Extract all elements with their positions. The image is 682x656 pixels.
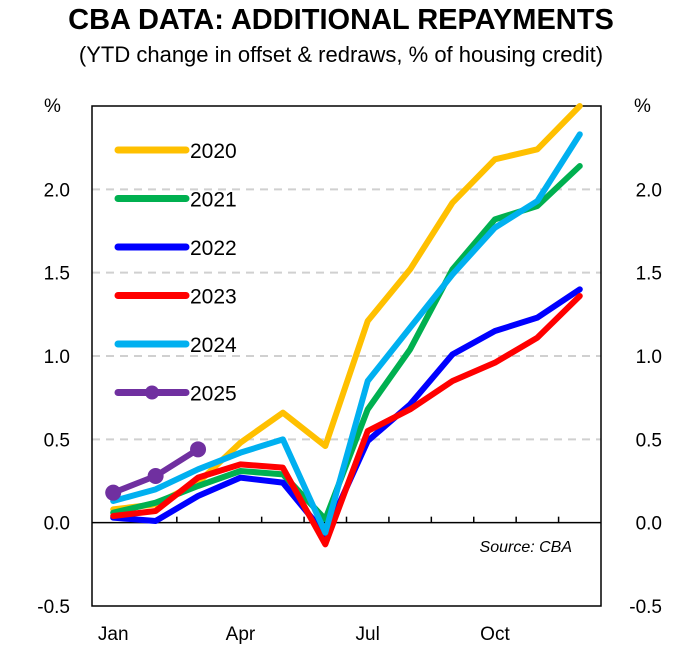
y-tick-label-right: 0.5 xyxy=(636,430,662,451)
y-tick-label-left: 0.0 xyxy=(44,514,70,535)
data-point-2025 xyxy=(105,484,122,501)
legend-label: 2022 xyxy=(190,237,237,260)
y-axis-label-right: % xyxy=(634,96,651,117)
y-axis-label-left: % xyxy=(44,96,61,117)
chart-subtitle: (YTD change in offset & redraws, % of ho… xyxy=(78,42,604,67)
y-tick-label-left: 1.5 xyxy=(44,264,70,285)
legend-label: 2024 xyxy=(190,334,237,357)
plot-frame xyxy=(91,105,602,607)
data-point-2025 xyxy=(190,441,207,458)
data-point-2025 xyxy=(147,468,164,484)
x-tick-label: Jul xyxy=(356,624,380,645)
y-tick-label-right: -0.5 xyxy=(629,597,662,618)
y-tick-label-right: 2.0 xyxy=(636,180,662,201)
y-tick-label-right: 1.0 xyxy=(636,347,662,368)
y-tick-label-left: 0.5 xyxy=(44,430,70,451)
x-tick-label: Jan xyxy=(98,624,129,645)
legend-label: 2020 xyxy=(190,140,237,163)
legend-marker-2025 xyxy=(145,385,159,400)
y-tick-label-left: 2.0 xyxy=(44,180,70,201)
chart-title: CBA DATA: ADDITIONAL REPAYMENTS xyxy=(68,4,614,36)
series-line-2022 xyxy=(110,286,583,538)
y-tick-label-right: 1.5 xyxy=(636,264,662,285)
legend-label: 2025 xyxy=(190,383,237,406)
legend-label: 2021 xyxy=(190,189,237,212)
series-line-2024 xyxy=(110,131,583,536)
y-tick-label-right: 0.0 xyxy=(636,514,662,535)
y-tick-label-left: 1.0 xyxy=(44,347,70,368)
x-tick-label: Apr xyxy=(226,624,256,645)
series-line-2023 xyxy=(110,293,583,548)
source-annotation: Source: CBA xyxy=(480,539,572,556)
legend-label: 2023 xyxy=(190,286,237,309)
y-tick-label-left: -0.5 xyxy=(37,597,70,618)
x-tick-label: Oct xyxy=(480,624,510,645)
